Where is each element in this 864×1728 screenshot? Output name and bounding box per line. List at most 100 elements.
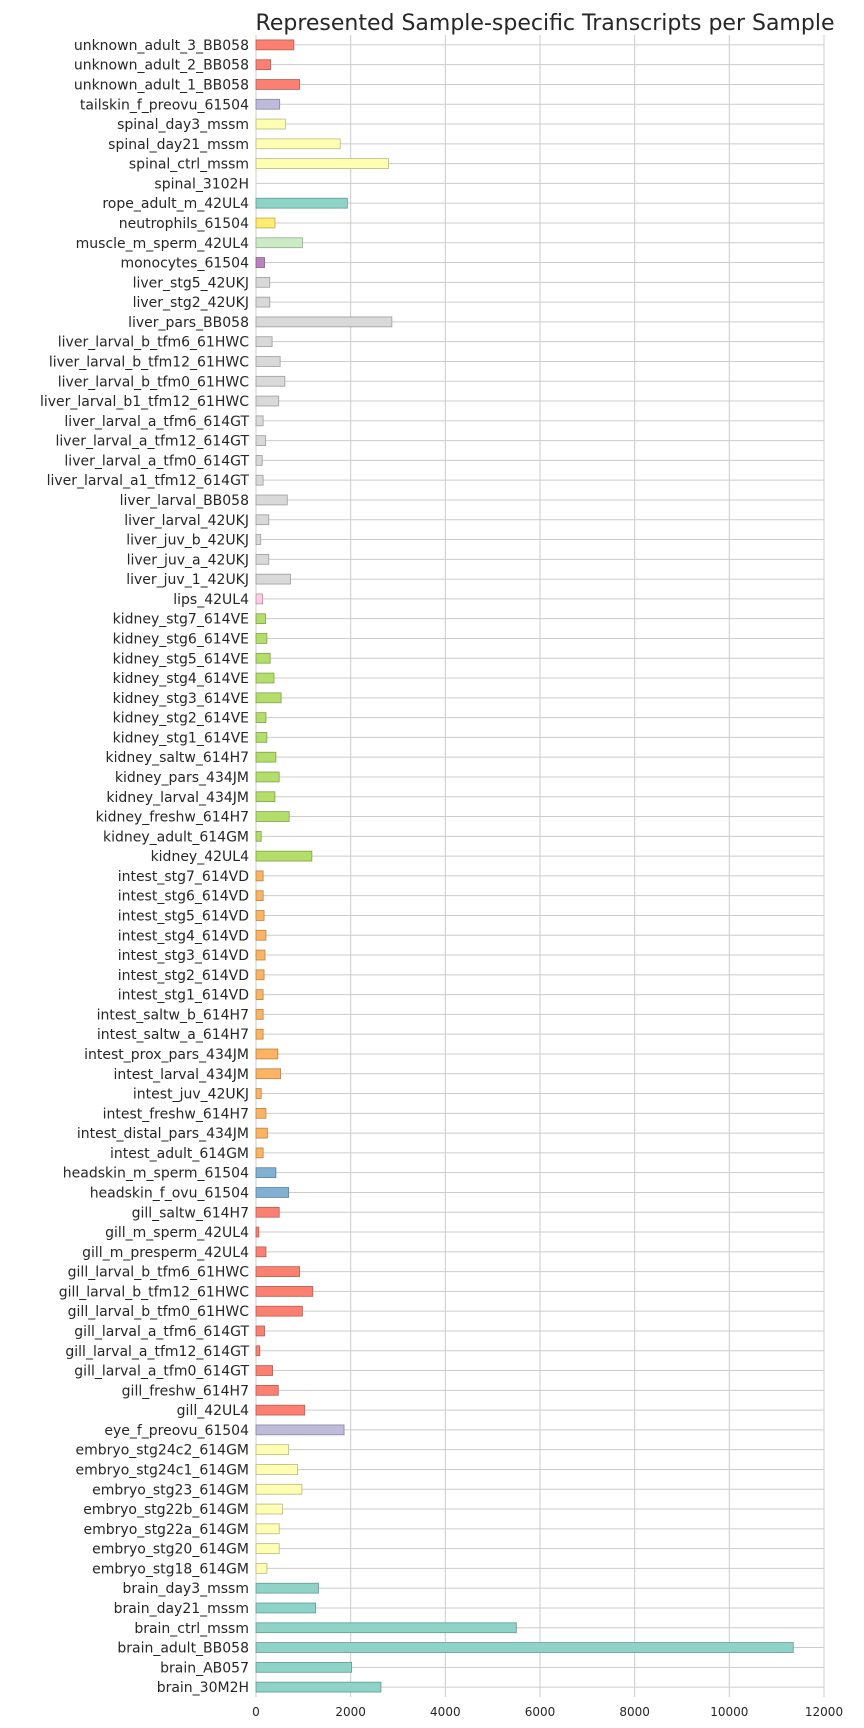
bar — [255, 771, 280, 783]
bar — [255, 1246, 267, 1258]
bar — [255, 1622, 517, 1634]
y-tick-label: rope_adult_m_42UL4 — [102, 196, 249, 212]
y-tick-label: liver_larval_b_tfm6_61HWC — [58, 335, 249, 351]
bar — [255, 474, 264, 486]
bar — [255, 276, 271, 288]
y-tick-label: liver_juv_b_42UKJ — [126, 533, 249, 549]
y-tick-label: gill_larval_a_tfm0_614GT — [74, 1364, 249, 1380]
y-tick-label: embryo_stg23_614GM — [92, 1482, 249, 1498]
bar — [255, 98, 281, 110]
bar — [255, 375, 286, 387]
bar — [255, 1226, 260, 1238]
bar — [255, 850, 313, 862]
y-tick-label: kidney_stg7_614VE — [113, 612, 249, 628]
bar — [255, 949, 266, 961]
bar — [255, 870, 264, 882]
y-tick-label: kidney_stg5_614VE — [113, 651, 249, 667]
y-tick-label: tailskin_f_preovu_61504 — [80, 97, 249, 113]
y-tick-label: intest_stg1_614VD — [118, 988, 249, 1004]
bar — [255, 1048, 279, 1060]
y-tick-label: kidney_42UL4 — [151, 849, 250, 865]
bar — [255, 435, 266, 446]
bar — [255, 1424, 345, 1436]
y-tick-label: liver_stg5_42UKJ — [133, 275, 249, 291]
bar — [255, 1543, 280, 1554]
y-tick-label: intest_stg6_614VD — [118, 889, 249, 905]
bar — [255, 1681, 382, 1693]
bar — [255, 1503, 283, 1515]
bar — [255, 1167, 277, 1179]
bar — [255, 633, 268, 644]
bar — [255, 811, 290, 822]
y-tick-label: liver_larval_b1_tfm12_61HWC — [40, 394, 249, 410]
y-tick-label: intest_saltw_a_614H7 — [97, 1027, 249, 1043]
y-tick-label: headskin_f_ovu_61504 — [90, 1185, 249, 1201]
x-tick-label: 0 — [252, 1705, 260, 1719]
y-tick-label: gill_m_sperm_42UL4 — [105, 1225, 249, 1241]
bar — [255, 791, 276, 803]
y-tick-label: embryo_stg22b_614GM — [83, 1502, 249, 1518]
bar — [255, 969, 265, 981]
y-tick-label: liver_pars_BB058 — [128, 315, 249, 331]
bar — [255, 514, 270, 526]
x-tick-label: 8000 — [619, 1705, 650, 1719]
y-tick-label: brain_AB057 — [160, 1660, 249, 1676]
y-tick-label: intest_prox_pars_434JM — [84, 1047, 249, 1063]
x-tick-label: 10000 — [710, 1705, 748, 1719]
y-tick-label: gill_larval_a_tfm6_614GT — [74, 1324, 249, 1340]
bar — [255, 197, 348, 209]
bar — [255, 118, 286, 130]
y-tick-label: gill_larval_b_tfm12_61HWC — [59, 1284, 249, 1300]
y-tick-label: gill_larval_a_tfm12_614GT — [65, 1344, 249, 1360]
x-tick-labels: 0 2000 4000 6000 8000 10000 12000 — [252, 1705, 843, 1719]
bar — [255, 257, 265, 268]
y-tick-label: brain_ctrl_mssm — [134, 1621, 249, 1637]
bar — [255, 989, 264, 1000]
bar — [255, 415, 264, 427]
y-tick-label: intest_distal_pars_434JM — [77, 1126, 249, 1142]
bar — [255, 1444, 290, 1456]
bar — [255, 1206, 280, 1218]
bar — [255, 929, 267, 941]
bar — [255, 158, 389, 169]
bar — [255, 1404, 306, 1416]
y-tick-label: embryo_stg24c2_614GM — [76, 1443, 249, 1459]
bar — [255, 712, 267, 723]
bar — [255, 138, 341, 150]
y-tick-label: gill_m_presperm_42UL4 — [82, 1245, 249, 1261]
bar — [255, 751, 277, 763]
y-tick-label: kidney_larval_434JM — [106, 790, 249, 806]
y-tick-label: intest_stg4_614VD — [118, 928, 249, 944]
bar — [255, 1345, 261, 1357]
bar — [255, 296, 271, 308]
grid — [255, 35, 825, 1697]
y-tick-label: brain_day21_mssm — [114, 1601, 249, 1617]
x-tick-label: 4000 — [430, 1705, 461, 1719]
bar — [255, 39, 295, 51]
y-tick-label: liver_larval_a_tfm12_614GT — [56, 434, 250, 450]
bar — [255, 316, 393, 328]
y-tick-label: kidney_stg4_614VE — [113, 671, 249, 687]
bar — [255, 732, 268, 743]
bar — [255, 890, 264, 902]
x-tick-label: 6000 — [525, 1705, 556, 1719]
y-tick-label: intest_stg2_614VD — [118, 968, 249, 984]
y-tick-label: liver_stg2_42UKJ — [133, 295, 249, 311]
bar — [255, 1365, 273, 1376]
y-tick-label: muscle_m_sperm_42UL4 — [76, 236, 249, 252]
y-tick-label: embryo_stg22a_614GM — [84, 1522, 249, 1538]
y-tick-label: gill_larval_b_tfm0_61HWC — [68, 1304, 250, 1320]
y-tick-label: embryo_stg24c1_614GM — [76, 1462, 249, 1478]
y-tick-label: unknown_adult_2_BB058 — [74, 58, 249, 74]
y-tick-label: kidney_pars_434JM — [115, 770, 249, 786]
bar — [255, 1582, 319, 1594]
y-tick-label: brain_adult_BB058 — [117, 1641, 249, 1657]
bar — [255, 1661, 353, 1673]
bar — [255, 395, 280, 407]
y-tick-label: kidney_stg1_614VE — [113, 730, 249, 746]
y-tick-label: embryo_stg20_614GM — [92, 1542, 249, 1558]
y-tick-label: liver_larval_BB058 — [120, 493, 249, 509]
y-tick-label: unknown_adult_1_BB058 — [74, 77, 249, 93]
bar — [255, 1602, 317, 1614]
